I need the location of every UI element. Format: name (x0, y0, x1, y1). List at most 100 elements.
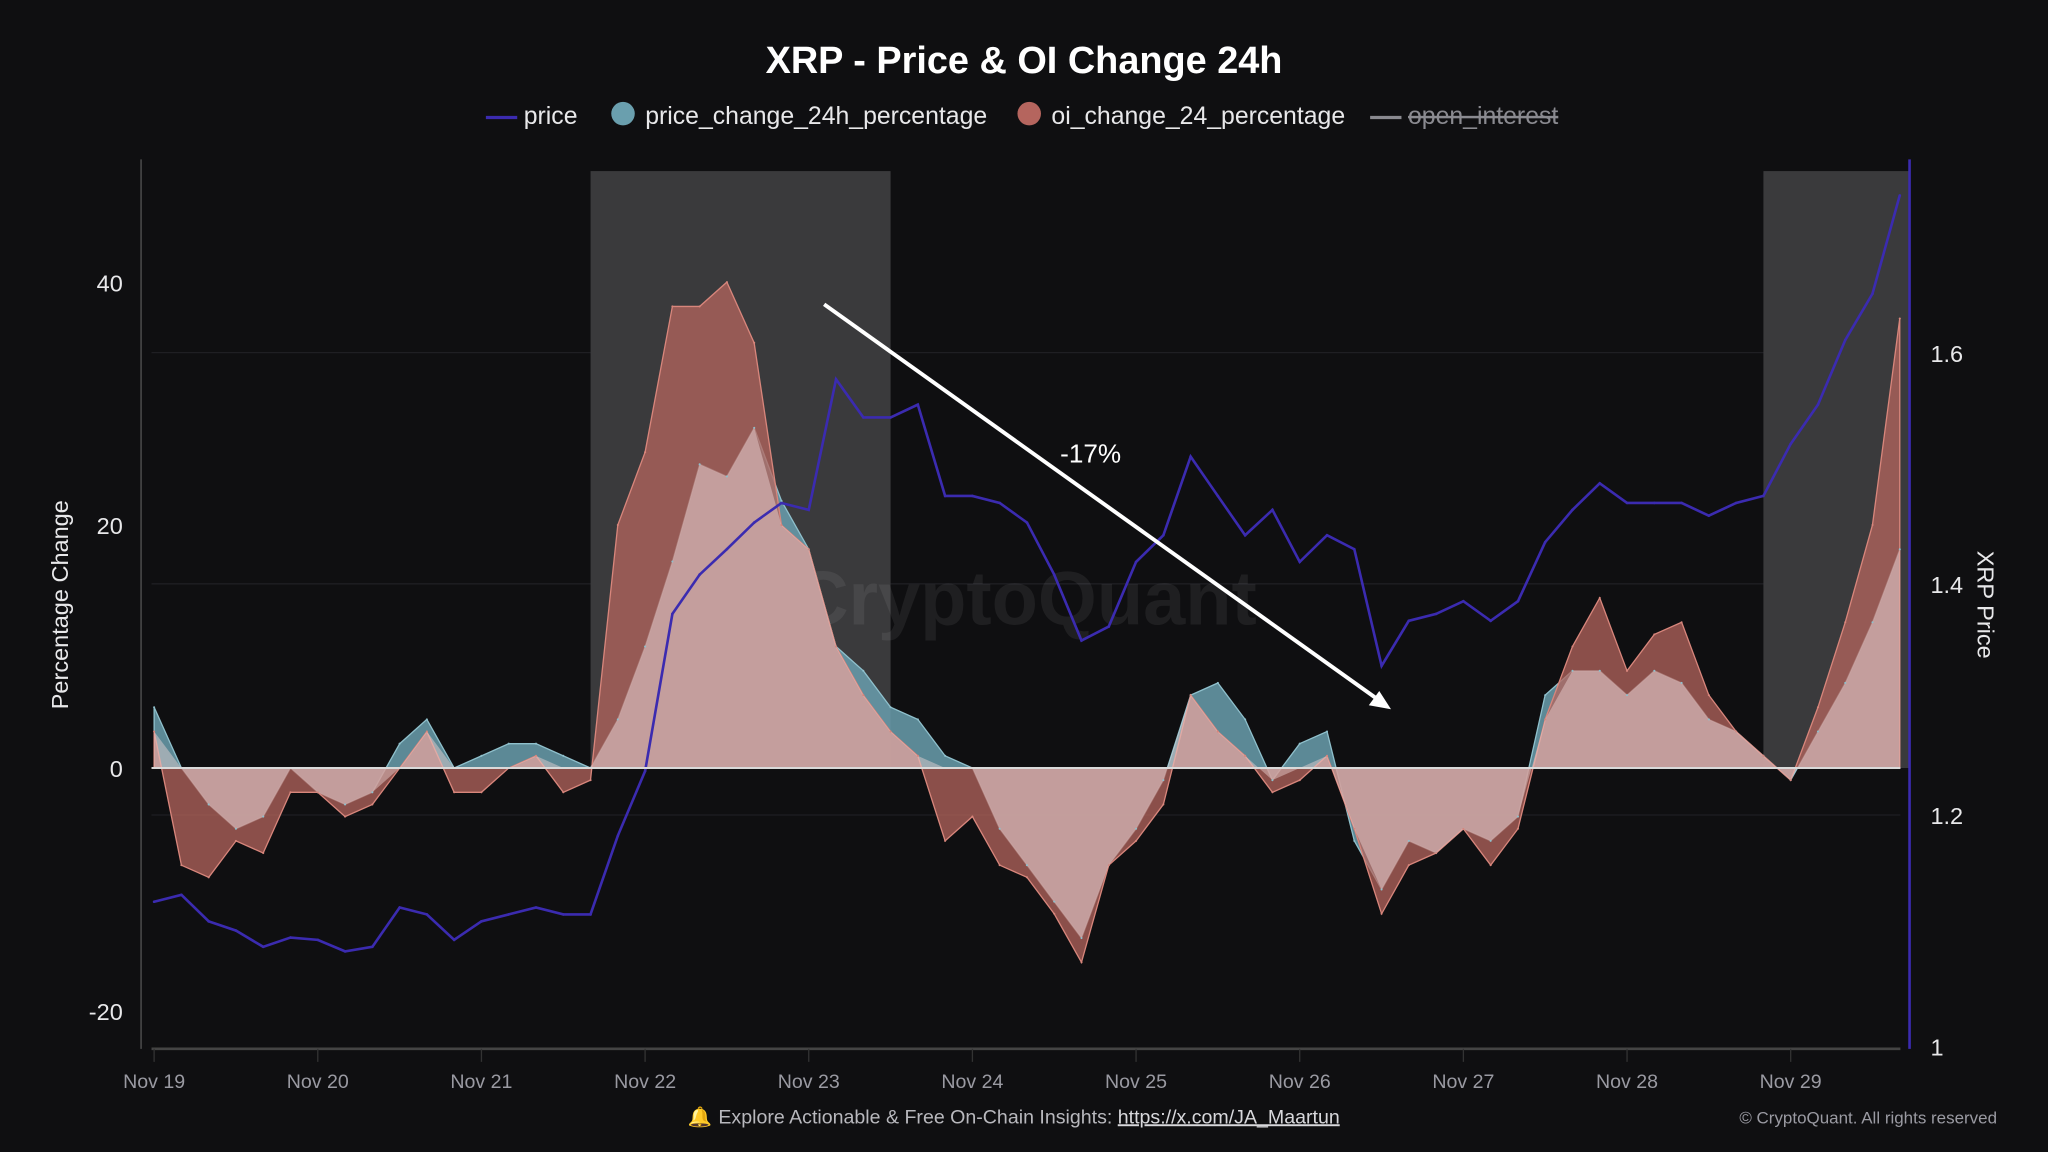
oi-change-point (1516, 827, 1519, 830)
oi-change-point (1544, 718, 1547, 721)
chart-title: XRP - Price & OI Change 24h (766, 40, 1283, 82)
legend-item-open-interest[interactable]: open_interest (1370, 103, 1558, 130)
price-point (1898, 194, 1902, 197)
oi-change-point (616, 524, 619, 527)
price-change-point (1162, 779, 1165, 782)
legend-item-price-change[interactable]: price_change_24h_percentage (611, 101, 987, 130)
price-change-point (1680, 681, 1683, 685)
price-change-point (1216, 681, 1219, 685)
price-change-point (1380, 888, 1383, 891)
price-change-point (889, 706, 892, 709)
oi-change-point (971, 815, 974, 818)
x-tick-label: Nov 25 (1105, 1071, 1167, 1093)
oi-change-point (207, 876, 210, 879)
oi-change-point (1898, 317, 1901, 320)
price-point (289, 936, 292, 939)
oi-change-point (1216, 730, 1219, 733)
price-point (1216, 494, 1220, 498)
price-point (1871, 292, 1874, 296)
oi-change-point (289, 791, 292, 794)
oi-change-point (1298, 779, 1301, 782)
y-tick-right: 1 (1930, 1034, 1943, 1060)
price-point (507, 913, 511, 916)
price-point (1707, 514, 1711, 517)
footer: 🔔 Explore Actionable & Free On-Chain Ins… (688, 1105, 1997, 1128)
price-point (943, 494, 947, 498)
price-change-point (944, 754, 947, 757)
price-change-point (1816, 730, 1820, 733)
price-point (1052, 573, 1056, 576)
price-point (452, 938, 456, 942)
price-point (998, 501, 1001, 505)
watermark: CryptoQuant (794, 556, 1257, 641)
price-change-point (862, 669, 865, 672)
price-change-point (698, 463, 701, 466)
price-point (1516, 599, 1520, 603)
price-change-point (153, 706, 156, 709)
copyright: © CryptoQuant. All rights reserved (1739, 1108, 1997, 1127)
price-change-point (371, 791, 374, 794)
annotation-label: -17% (1060, 438, 1121, 468)
price-change-point (1025, 864, 1029, 867)
legend-item-price[interactable]: price (485, 103, 578, 130)
oi-change-point (1489, 864, 1492, 867)
oi-change-point (1680, 621, 1683, 624)
price-point (916, 403, 920, 406)
price-point (1380, 664, 1383, 668)
left-axis-label: Percentage Change (47, 500, 73, 709)
oi-change-point (425, 730, 428, 733)
price-point (316, 938, 320, 942)
price-point (180, 893, 183, 897)
y-tick-left: 40 (97, 270, 123, 296)
oi-change-point (1189, 694, 1192, 697)
oi-change-point (534, 754, 538, 757)
price-point (1789, 442, 1792, 446)
y-tick-right: 1.4 (1930, 572, 1963, 598)
price-change-point (1407, 839, 1410, 842)
price-point (589, 913, 592, 916)
price-change-point (480, 754, 483, 757)
price-change-point (1271, 779, 1274, 782)
price-change-point (780, 499, 783, 502)
price-point (1434, 612, 1438, 616)
legend-item-oi-change[interactable]: oi_change_24_percentage (1017, 101, 1345, 130)
data-points (152, 194, 1902, 964)
price-change-point (1871, 621, 1874, 624)
oi-change-point (344, 815, 347, 818)
left-axis-ticks: 40 20 0 -20 (89, 270, 123, 1025)
price-point (1407, 619, 1411, 623)
price-change-point (1898, 548, 1901, 551)
price-point (1352, 547, 1356, 551)
price-change-point (1707, 718, 1710, 721)
y-tick-right: 1.2 (1930, 803, 1963, 829)
oi-change-point (1871, 524, 1874, 527)
oi-change-point (944, 839, 947, 842)
price-point (752, 521, 756, 524)
price-point (1625, 501, 1629, 505)
price-change-point (234, 827, 237, 830)
svg-text:price_change_24h_percentage: price_change_24h_percentage (645, 103, 987, 130)
price-change-point (1353, 839, 1356, 842)
price-change-point (998, 827, 1001, 830)
oi-change-point (698, 305, 701, 308)
price-point (807, 508, 811, 512)
price-point (1762, 494, 1765, 498)
price-change-point (1298, 742, 1301, 745)
price-point (616, 834, 620, 838)
oi-change-point (453, 791, 456, 794)
price-change-point (616, 718, 619, 721)
price-point (425, 913, 429, 916)
y-tick-right: 1.6 (1930, 341, 1963, 367)
price-point (1543, 540, 1547, 544)
price-point (1271, 508, 1274, 512)
price-point (398, 906, 401, 909)
oi-change-point (834, 645, 838, 648)
annotation: -17% (823, 302, 1392, 710)
price-point (971, 494, 974, 498)
x-tick-label: Nov 23 (778, 1071, 840, 1093)
price-change-point (671, 560, 674, 563)
price-point (371, 945, 374, 949)
oi-change-point (1735, 730, 1738, 733)
overlap-area (154, 427, 1900, 939)
footer-link[interactable]: https://x.com/JA_Maartun (1118, 1106, 1340, 1128)
